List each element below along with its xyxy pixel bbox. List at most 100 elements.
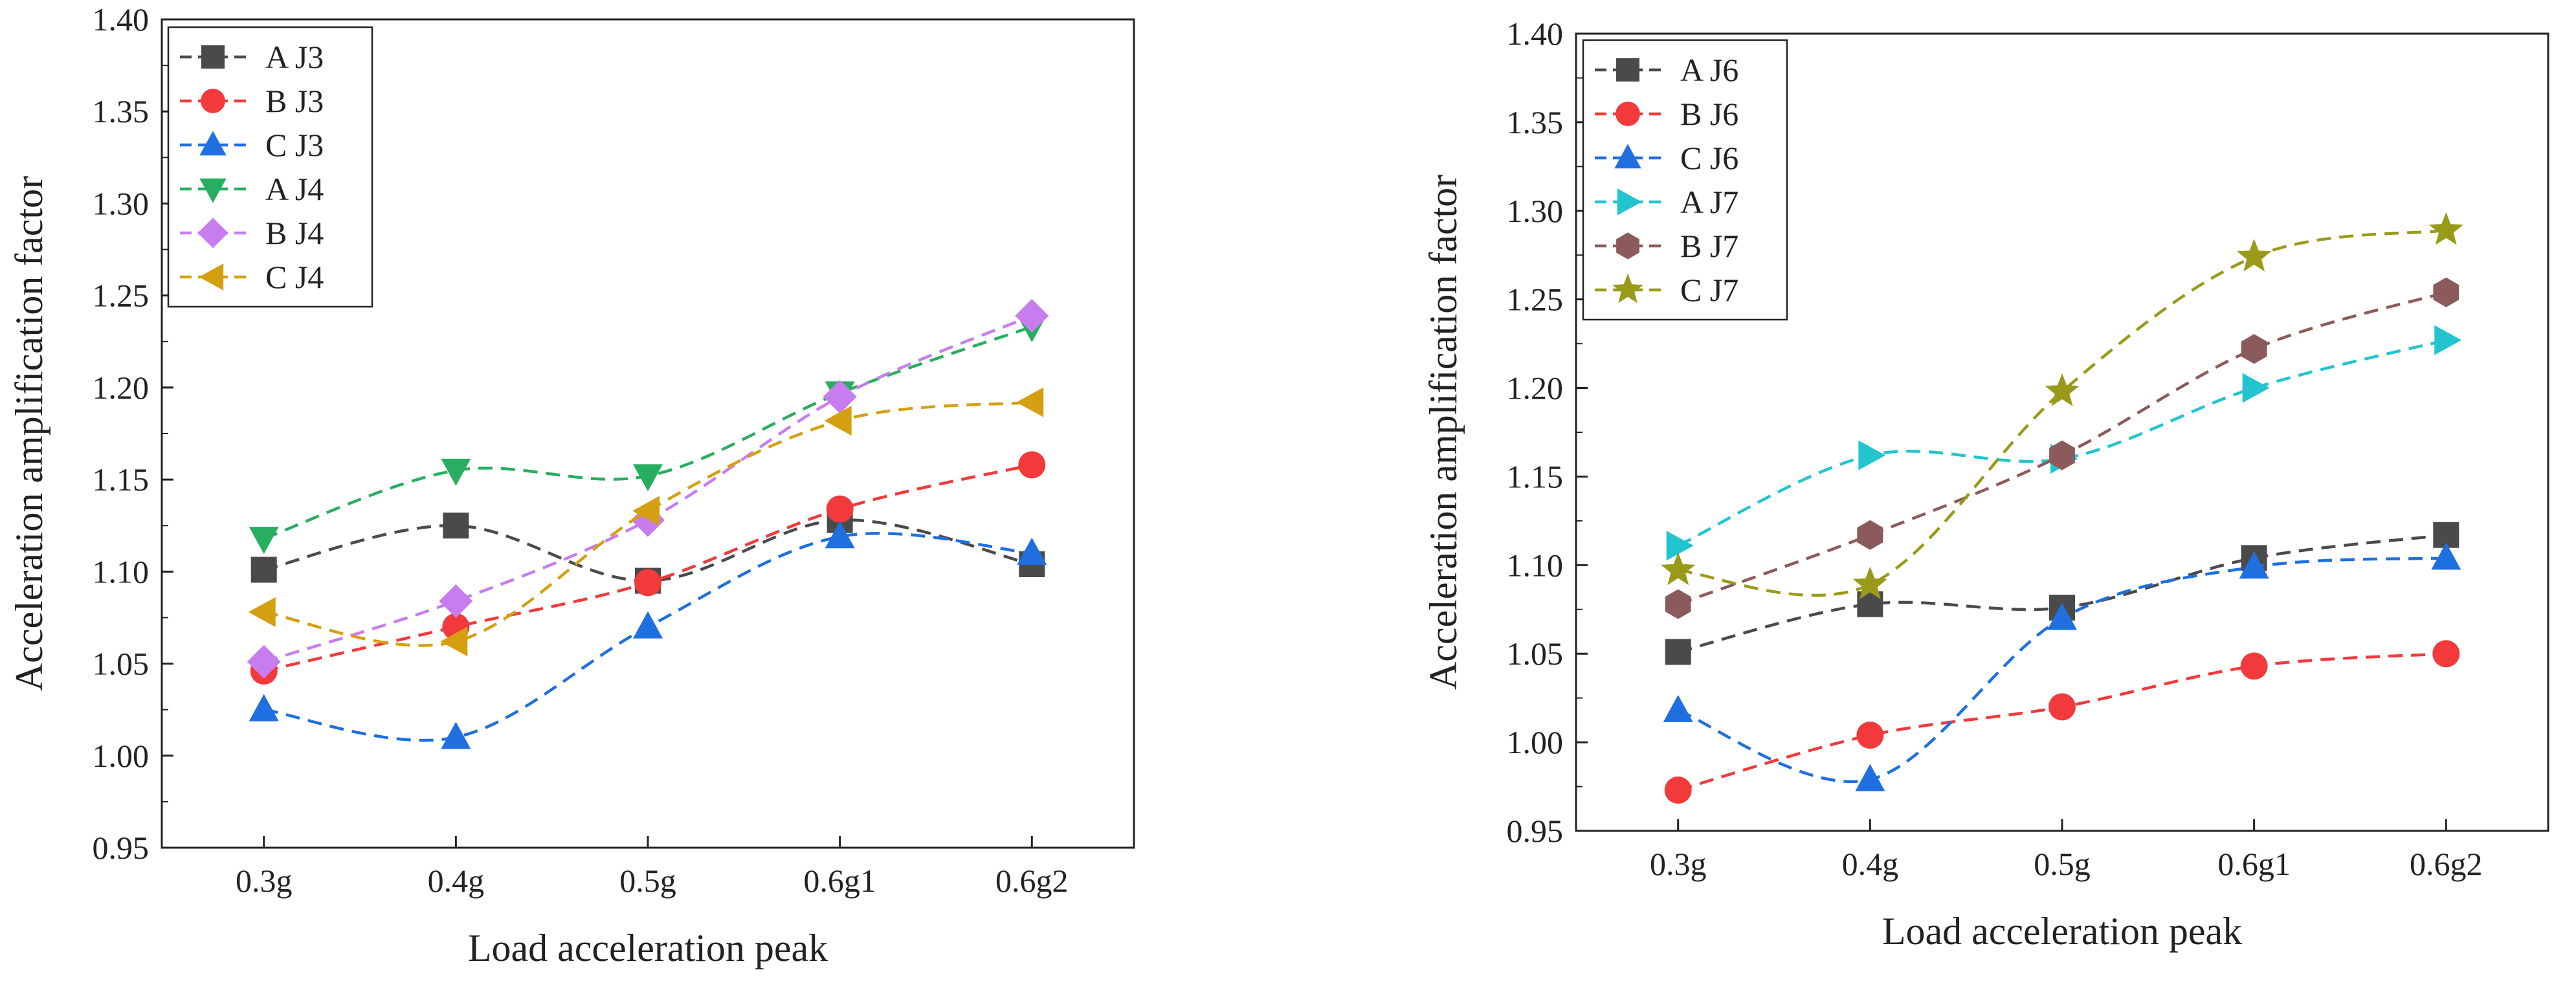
y-tick-label: 1.10 [1507, 547, 1564, 583]
data-point [2049, 693, 2076, 721]
y-axis-label: Acceleration amplification factor [8, 176, 50, 691]
legend-entry: C J4 [265, 259, 324, 295]
legend-entry: C J7 [1680, 272, 1738, 308]
data-point [1857, 591, 1883, 617]
series-line-b-j6 [1678, 652, 2447, 792]
y-tick-label: 1.15 [1507, 458, 1564, 494]
data-point [247, 645, 281, 679]
data-point [1856, 722, 1884, 749]
data-point [633, 464, 663, 492]
y-axis-label: Acceleration amplification factor [1422, 175, 1465, 690]
legend-marker [1616, 232, 1639, 259]
legend-marker [199, 263, 224, 291]
series-line-c-j6 [1677, 557, 2447, 784]
x-tick-label: 0.4g [428, 863, 485, 899]
data-point [1017, 537, 1047, 565]
legend-marker [1617, 188, 1642, 215]
y-tick-label: 0.95 [1507, 813, 1564, 849]
legend-marker [199, 131, 227, 156]
legend-entry: B J4 [265, 215, 324, 251]
legend-marker [1614, 144, 1641, 169]
data-point [1855, 764, 1885, 791]
data-point [2240, 652, 2268, 680]
series-line-c-j7 [1678, 228, 2447, 597]
x-axis-label: Load acceleration peak [1882, 910, 2242, 953]
data-point [1018, 451, 1046, 479]
data-point [1858, 440, 1886, 470]
legend-entry: B J7 [1680, 228, 1738, 264]
legend-entry: C J6 [1680, 140, 1738, 176]
data-point [2237, 239, 2272, 272]
y-tick-label: 1.05 [1507, 635, 1564, 672]
x-axis-label: Load acceleration peak [468, 927, 828, 969]
y-tick-label: 1.40 [1507, 16, 1564, 52]
data-point [826, 495, 854, 523]
y-tick-label: 1.00 [1507, 724, 1564, 760]
data-point [1665, 639, 1691, 665]
data-point [1015, 298, 1049, 333]
data-point [2049, 440, 2075, 470]
data-point [824, 406, 852, 436]
legend-entry: B J6 [1680, 96, 1738, 132]
data-point [443, 513, 469, 539]
data-point [249, 527, 279, 555]
data-point [2434, 325, 2462, 355]
y-tick-label: 1.10 [93, 553, 150, 590]
data-point [2431, 542, 2461, 570]
data-point [2241, 334, 2267, 364]
legend-entry: C J3 [265, 127, 324, 163]
y-tick-label: 1.20 [1507, 370, 1564, 406]
legend-marker [197, 217, 228, 248]
x-tick-label: 0.6g1 [2217, 846, 2291, 882]
data-point [2433, 277, 2459, 307]
y-tick-label: 0.95 [93, 830, 150, 866]
y-tick-label: 1.35 [93, 93, 150, 129]
data-point [1663, 694, 1693, 722]
legend-entry: A J4 [265, 171, 324, 207]
legend-entry: A J7 [1680, 184, 1738, 220]
data-point [633, 611, 663, 639]
data-point [440, 626, 468, 657]
data-point [441, 458, 471, 486]
legend-marker [201, 89, 225, 113]
data-point [250, 557, 277, 583]
legend-marker [1616, 58, 1639, 82]
data-point [1661, 552, 1696, 586]
x-tick-label: 0.4g [1842, 846, 1899, 882]
legend-entry: B J3 [265, 83, 324, 119]
legend-marker [1612, 273, 1643, 303]
data-point [632, 496, 660, 526]
x-tick-label: 0.6g2 [2410, 846, 2483, 882]
data-point [2045, 373, 2080, 406]
y-tick-label: 1.15 [93, 461, 150, 498]
data-point [1857, 520, 1883, 550]
legend-entry: A J3 [265, 39, 324, 75]
data-point [825, 521, 855, 549]
legend-box [1582, 39, 1788, 321]
legend-marker [201, 45, 225, 69]
series-line-c-j4 [263, 401, 1032, 647]
x-tick-label: 0.3g [1650, 846, 1707, 882]
x-tick-label: 0.5g [619, 863, 676, 899]
data-point [441, 722, 471, 749]
chart-right: 0.95 1.00 1.05 1.10 1.15 1.20 1.25 1.30 1.35 1.40… [1422, 16, 2549, 953]
data-point [249, 694, 279, 722]
y-tick-label: 1.05 [93, 646, 150, 682]
legend-box [167, 26, 373, 308]
data-point [2242, 373, 2270, 403]
y-tick-label: 1.40 [93, 1, 150, 38]
legend-marker [199, 178, 227, 203]
data-point [2047, 602, 2077, 630]
data-point [1664, 777, 1692, 804]
y-tick-label: 1.25 [1507, 281, 1564, 318]
x-tick-label: 0.6g2 [995, 863, 1069, 899]
data-point [1666, 531, 1694, 561]
data-point [439, 584, 473, 618]
data-point [634, 569, 661, 597]
y-tick-label: 1.35 [1507, 104, 1564, 140]
data-point [2433, 522, 2459, 548]
chart-left: 0.95 1.00 1.05 1.10 1.15 1.20 1.25 1.30 1.35 1.40… [8, 1, 1135, 969]
legend-entry: A J6 [1680, 52, 1738, 88]
x-tick-label: 0.3g [236, 863, 293, 899]
